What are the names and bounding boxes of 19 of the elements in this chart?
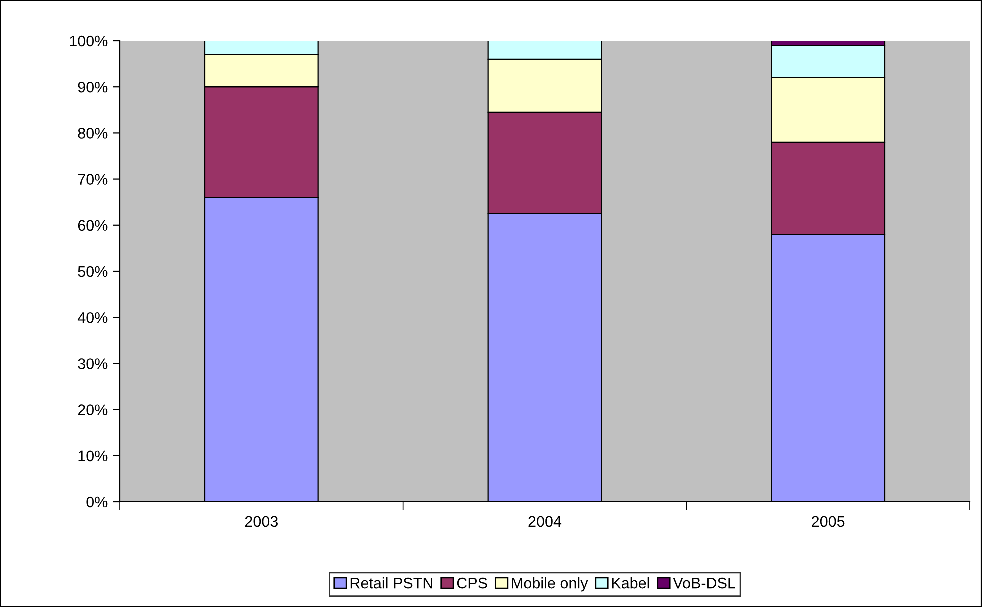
- y-tick-label: 100%: [70, 36, 108, 47]
- legend-label: Retail PSTN: [350, 578, 432, 589]
- legend-label: Mobile only: [512, 578, 588, 592]
- y-tick-label: 60%: [78, 220, 108, 232]
- y-tick-label: 0%: [86, 496, 108, 508]
- legend-label: CPS: [457, 578, 488, 589]
- legend-label: VoB-DSL: [673, 578, 736, 589]
- y-tick-label: 90%: [78, 82, 108, 93]
- x-tick-label: 2004: [528, 516, 562, 528]
- y-tick-label: 50%: [78, 266, 108, 278]
- y-tick-label: 40%: [78, 312, 108, 324]
- y-tick-label: 70%: [78, 174, 108, 185]
- legend-label: Kabel: [612, 578, 650, 589]
- y-tick-label: 10%: [78, 450, 108, 462]
- y-tick-label: 20%: [78, 404, 108, 416]
- y-tick-label: 30%: [78, 358, 108, 370]
- y-tick-label: 80%: [78, 128, 108, 139]
- x-tick-label: 2005: [812, 516, 845, 528]
- x-tick-label: 2003: [245, 516, 278, 528]
